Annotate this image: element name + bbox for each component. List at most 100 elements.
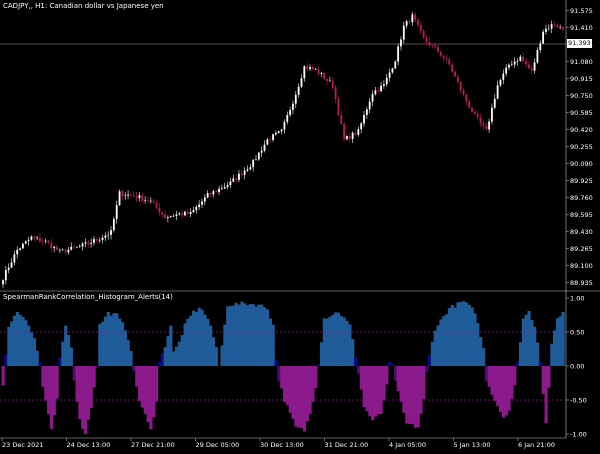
- histogram-bar: [36, 351, 39, 366]
- candle-body: [448, 59, 450, 64]
- histogram-bar: [428, 355, 431, 366]
- histogram-bar: [50, 366, 53, 429]
- histogram-bar: [107, 312, 110, 366]
- candle-body: [380, 86, 382, 91]
- histogram-bar: [309, 366, 312, 414]
- candle-body: [278, 131, 280, 133]
- candle-body: [400, 40, 402, 47]
- histogram-bar: [516, 361, 519, 366]
- candle-body: [73, 247, 75, 248]
- histogram-bar: [368, 366, 371, 416]
- candle-body: [480, 117, 482, 123]
- candle-body: [102, 238, 104, 240]
- histogram-bar: [164, 347, 167, 366]
- histogram-bar: [465, 302, 468, 366]
- histogram-bar: [431, 342, 434, 366]
- candle-body: [392, 68, 394, 72]
- indicator-tick-label: -0.50: [570, 397, 587, 405]
- histogram-bar: [158, 362, 161, 366]
- histogram-bar: [545, 366, 548, 423]
- histogram-bar: [118, 318, 121, 366]
- price-axis: 91.57591.41091.24591.08090.91590.75090.5…: [566, 7, 593, 287]
- candle-body: [377, 90, 379, 91]
- histogram-bar: [135, 366, 138, 386]
- price-tick-label: 90.420: [570, 126, 593, 134]
- candle-body: [465, 94, 467, 101]
- candle-body: [173, 216, 175, 217]
- histogram-bar: [198, 308, 201, 366]
- candle-body: [315, 69, 317, 70]
- histogram-bar: [377, 366, 380, 414]
- candle-body: [31, 237, 33, 240]
- histogram-bar: [394, 366, 397, 381]
- candle-body: [534, 62, 536, 70]
- price-tick-label: 88.935: [570, 279, 593, 287]
- candle-body: [440, 52, 442, 56]
- candle-body: [218, 189, 220, 192]
- histogram-bar: [326, 319, 329, 366]
- candle-body: [545, 29, 547, 32]
- candle-body: [96, 239, 98, 240]
- candle-body: [187, 212, 189, 214]
- candle-body: [559, 27, 561, 28]
- candle-body: [539, 43, 541, 50]
- candle-body: [454, 72, 456, 77]
- candle-body: [5, 270, 7, 280]
- time-tick-label: 29 Dec 05:00: [196, 441, 240, 449]
- candle-body: [45, 241, 47, 242]
- histogram-bar: [343, 318, 346, 366]
- candle-body: [542, 32, 544, 44]
- candle-body: [227, 185, 229, 187]
- candle-body: [65, 250, 67, 253]
- candle-body: [67, 250, 69, 253]
- histogram-bar: [212, 337, 215, 366]
- candle-body: [19, 248, 21, 249]
- histogram-bar: [229, 306, 232, 366]
- histogram-bar: [476, 323, 479, 366]
- histogram-bar: [13, 316, 16, 366]
- candle-body: [133, 195, 135, 196]
- time-tick-label: 4 Jan 05:00: [389, 441, 426, 449]
- histogram-bar: [434, 331, 437, 366]
- candle-body: [508, 65, 510, 68]
- histogram-bar: [277, 366, 280, 381]
- price-tick-label: 90.585: [570, 109, 593, 117]
- price-tick-label: 89.265: [570, 245, 593, 253]
- candle-body: [374, 90, 376, 94]
- histogram-bar: [542, 366, 545, 394]
- histogram-bar: [121, 322, 124, 366]
- histogram-bar: [425, 366, 428, 372]
- histogram-bar: [101, 322, 104, 366]
- histogram-bar: [53, 366, 56, 415]
- candle-body: [428, 42, 430, 45]
- candle-body: [562, 27, 564, 30]
- histogram-bar: [553, 330, 556, 366]
- histogram-bar: [334, 312, 337, 366]
- histogram-bar: [502, 366, 505, 417]
- histogram-bar: [73, 366, 76, 380]
- candle-body: [281, 130, 283, 132]
- candle-body: [113, 219, 115, 230]
- indicator-panel[interactable]: 1.000.500.00-0.50-1.00: [0, 295, 587, 439]
- candle-body: [244, 171, 246, 175]
- histogram-bar: [112, 313, 115, 366]
- candle-body: [107, 235, 109, 236]
- candle-body: [181, 213, 183, 215]
- histogram-bar: [363, 366, 366, 407]
- histogram-bar: [10, 321, 13, 366]
- histogram-bar: [280, 366, 283, 388]
- histogram-bar: [115, 313, 118, 366]
- histogram-bar: [24, 320, 27, 366]
- candle-body: [2, 280, 4, 284]
- histogram-bar: [195, 312, 198, 366]
- histogram-bar: [186, 319, 189, 366]
- histogram-bar: [124, 330, 127, 366]
- histogram-bar: [522, 319, 525, 366]
- histogram-bar: [16, 312, 19, 366]
- histogram-bar: [493, 366, 496, 401]
- candle-body: [556, 25, 558, 27]
- candle-body: [264, 145, 266, 151]
- candle-body: [309, 67, 311, 69]
